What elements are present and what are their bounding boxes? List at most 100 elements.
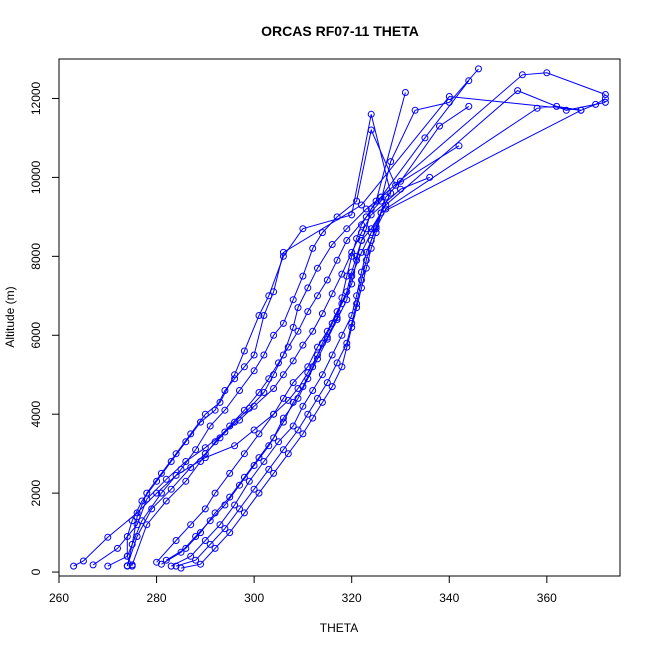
data-point <box>211 509 219 517</box>
data-point <box>187 430 195 438</box>
data-point <box>197 529 204 537</box>
series-2 <box>89 173 434 569</box>
data-point <box>279 446 287 454</box>
data-point <box>445 93 453 100</box>
data-point <box>294 327 302 335</box>
data-point <box>294 394 302 402</box>
data-point <box>192 533 200 540</box>
data-point <box>343 237 351 244</box>
data-point <box>201 505 209 513</box>
data-point <box>323 335 331 343</box>
series-3 <box>104 126 463 570</box>
data-point <box>289 422 297 430</box>
data-point <box>465 102 473 110</box>
data-point <box>128 517 136 525</box>
data-point <box>128 540 136 548</box>
y-tick-label: 12000 <box>29 81 43 115</box>
data-point <box>182 477 190 485</box>
data-point <box>309 244 317 252</box>
data-point <box>601 98 609 106</box>
data-point <box>143 521 151 529</box>
data-point <box>123 533 131 540</box>
data-point <box>304 284 312 292</box>
data-point <box>240 363 248 371</box>
data-point <box>299 341 307 349</box>
series-7 <box>157 87 609 568</box>
data-point <box>601 95 609 102</box>
chart-title: ORCAS RF07-11 THETA <box>261 23 419 39</box>
data-point <box>172 471 180 479</box>
data-point <box>255 454 263 462</box>
x-tick-label: 260 <box>49 591 69 605</box>
data-point <box>270 410 278 418</box>
data-point <box>236 481 243 489</box>
data-point <box>192 446 200 454</box>
data-point <box>387 189 395 197</box>
data-point <box>318 310 326 318</box>
data-point <box>348 248 356 256</box>
data-point <box>260 458 268 465</box>
data-point <box>553 102 561 110</box>
data-point <box>465 77 473 85</box>
data-point <box>358 237 365 244</box>
y-tick-label: 8000 <box>29 243 43 270</box>
data-point <box>362 205 370 213</box>
data-point <box>411 106 419 114</box>
data-point <box>255 489 263 497</box>
series-line <box>126 114 392 569</box>
data-point <box>362 256 370 264</box>
data-point <box>250 367 258 375</box>
data-point <box>421 134 429 142</box>
data-point <box>392 181 400 189</box>
data-point <box>362 264 370 272</box>
x-tick-label: 340 <box>439 591 459 605</box>
series-line <box>92 176 430 566</box>
data-point <box>294 426 302 434</box>
data-point <box>304 308 312 316</box>
data-point <box>226 493 234 501</box>
data-point <box>314 292 321 300</box>
data-point <box>226 469 234 477</box>
series-10 <box>172 102 473 570</box>
data-point <box>401 89 409 96</box>
data-point <box>216 434 224 442</box>
data-point <box>333 359 341 367</box>
data-point <box>162 556 170 564</box>
data-point <box>197 458 204 465</box>
data-point <box>162 497 170 505</box>
data-point <box>328 351 336 359</box>
data-point <box>177 465 185 473</box>
data-point <box>182 458 190 465</box>
data-point <box>338 331 346 339</box>
x-axis: 260 280 300 320 340 360 <box>49 575 557 605</box>
data-point <box>372 229 380 237</box>
data-point <box>211 438 219 446</box>
data-point <box>114 544 121 552</box>
data-point <box>206 540 214 548</box>
data-point <box>299 272 307 280</box>
data-point <box>192 556 200 564</box>
data-point <box>367 244 375 252</box>
data-point <box>299 225 307 233</box>
data-point <box>348 211 356 219</box>
series-line <box>131 68 479 566</box>
data-point <box>328 383 336 391</box>
x-tick-label: 300 <box>244 591 264 605</box>
data-point <box>333 308 341 316</box>
data-point <box>167 485 175 493</box>
data-point <box>250 351 258 359</box>
series-line <box>126 95 582 567</box>
data-point <box>289 296 297 304</box>
data-point <box>123 562 131 570</box>
data-point <box>275 359 282 367</box>
data-point <box>221 406 229 414</box>
y-tick-label: 2000 <box>29 479 43 506</box>
data-point <box>265 442 273 450</box>
data-point <box>314 394 321 402</box>
data-point <box>153 477 161 485</box>
data-point <box>270 469 278 477</box>
data-point <box>177 564 185 572</box>
data-point <box>362 248 370 256</box>
data-point <box>187 552 195 560</box>
